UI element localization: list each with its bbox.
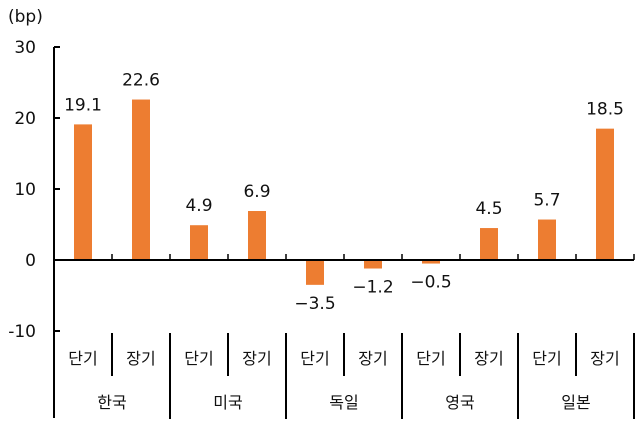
- bars: [74, 99, 614, 285]
- value-label: 5.7: [533, 191, 560, 211]
- value-label: 18.5: [586, 100, 624, 120]
- category-label: 장기: [590, 349, 619, 368]
- value-label: 6.9: [243, 182, 270, 202]
- group-label: 미국: [213, 393, 242, 412]
- group-label: 일본: [561, 393, 590, 412]
- category-labels: 단기 장기 단기 장기 단기 장기 단기 장기 단기 장기: [68, 349, 619, 368]
- y-tick-label: 30: [14, 38, 36, 58]
- category-label: 장기: [126, 349, 155, 368]
- value-label: 4.5: [475, 199, 502, 219]
- bar: [132, 99, 150, 260]
- value-labels: 19.1 22.6 4.9 6.9 −3.5 −1.2 −0.5 4.5 5.7 18.5: [64, 71, 624, 314]
- category-label: 장기: [358, 349, 387, 368]
- bar: [422, 260, 440, 264]
- y-axis: 30 20 10 0 -10: [8, 38, 60, 418]
- category-label: 단기: [300, 349, 329, 368]
- bar: [306, 260, 324, 285]
- value-label: 22.6: [122, 71, 160, 91]
- group-label: 독일: [329, 393, 358, 412]
- bar: [480, 228, 498, 260]
- bar: [190, 225, 208, 260]
- category-label: 단기: [416, 349, 445, 368]
- category-label: 장기: [242, 349, 271, 368]
- bar: [248, 211, 266, 260]
- category-label: 단기: [184, 349, 213, 368]
- bar: [596, 128, 614, 260]
- value-label: 19.1: [64, 95, 102, 115]
- category-label: 단기: [532, 349, 561, 368]
- x-axis: [54, 254, 635, 419]
- unit-label: (bp): [8, 7, 43, 27]
- group-label: 영국: [445, 393, 474, 412]
- y-tick-label: 0: [25, 251, 36, 271]
- bar: [364, 260, 382, 269]
- group-labels: 한국 미국 독일 영국 일본: [97, 393, 590, 412]
- y-tick-label: 10: [14, 180, 36, 200]
- value-label: −3.5: [294, 294, 335, 314]
- value-label: 4.9: [185, 196, 212, 216]
- bar: [538, 219, 556, 260]
- group-label: 한국: [97, 393, 126, 412]
- value-label: −1.2: [352, 278, 393, 298]
- category-label: 장기: [474, 349, 503, 368]
- y-tick-label: -10: [8, 322, 36, 342]
- y-tick-label: 20: [14, 109, 36, 129]
- value-label: −0.5: [410, 273, 451, 293]
- bar: [74, 124, 92, 260]
- category-label: 단기: [68, 349, 97, 368]
